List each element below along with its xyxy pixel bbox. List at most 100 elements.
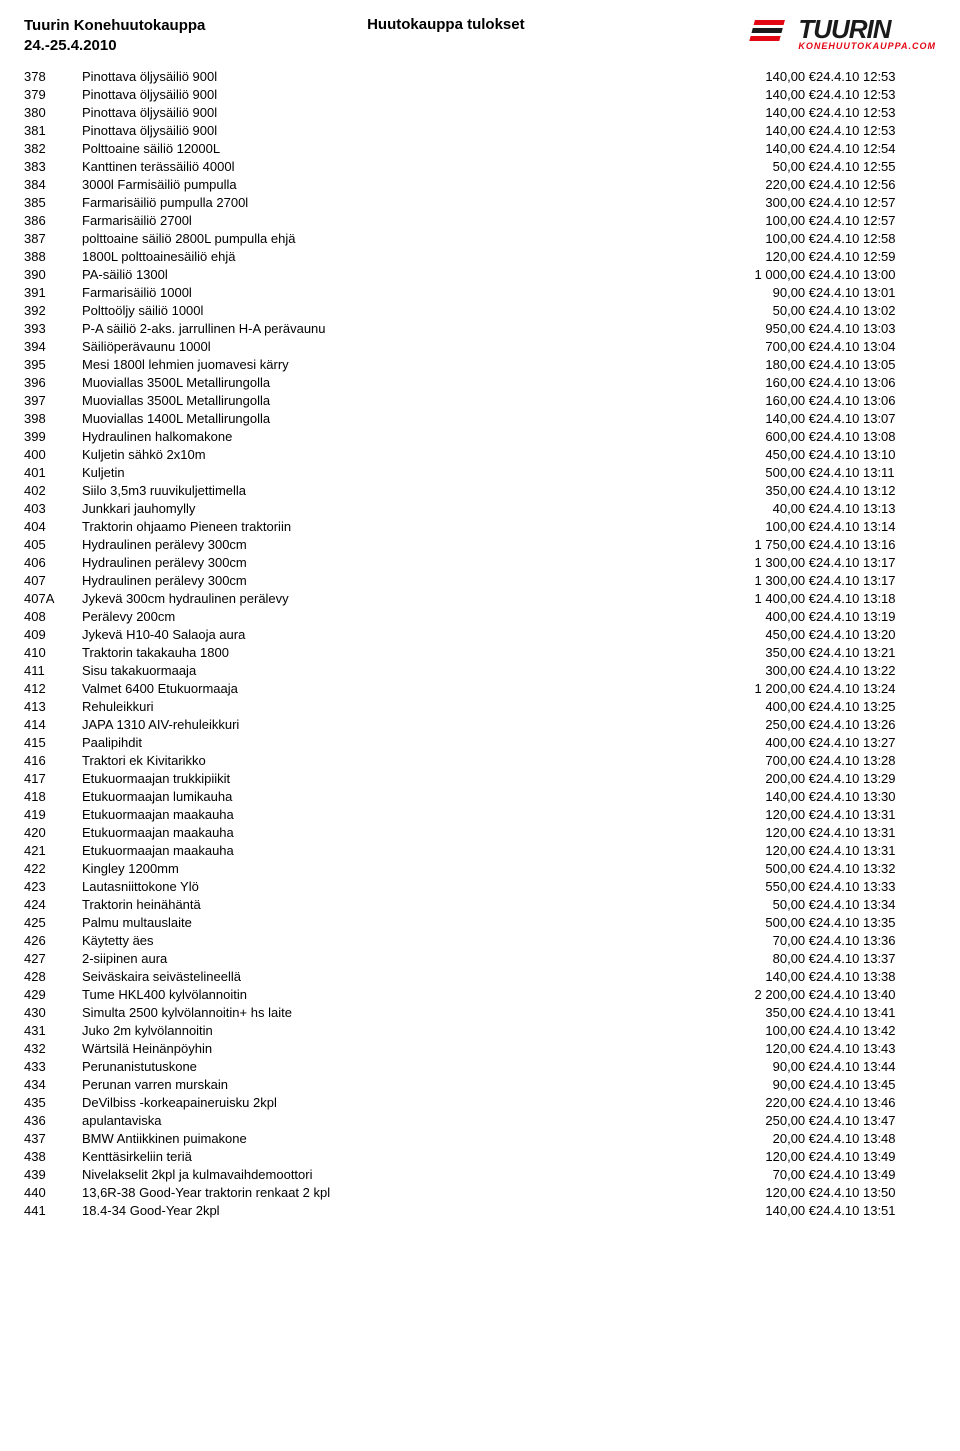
cell-price: 350,00 € bbox=[706, 1003, 816, 1021]
cell-description: Traktorin heinähäntä bbox=[82, 895, 706, 913]
table-row: 414JAPA 1310 AIV-rehuleikkuri250,00 €24.… bbox=[24, 715, 936, 733]
cell-timestamp: 24.4.10 13:08 bbox=[816, 427, 936, 445]
cell-lot-number: 384 bbox=[24, 175, 82, 193]
cell-description: JAPA 1310 AIV-rehuleikkuri bbox=[82, 715, 706, 733]
table-row: 391Farmarisäiliö 1000l90,00 €24.4.10 13:… bbox=[24, 283, 936, 301]
table-row: 410Traktorin takakauha 1800350,00 €24.4.… bbox=[24, 643, 936, 661]
table-row: 409Jykevä H10-40 Salaoja aura450,00 €24.… bbox=[24, 625, 936, 643]
cell-timestamp: 24.4.10 13:25 bbox=[816, 697, 936, 715]
cell-price: 140,00 € bbox=[706, 1201, 816, 1219]
cell-lot-number: 405 bbox=[24, 535, 82, 553]
cell-lot-number: 401 bbox=[24, 463, 82, 481]
cell-lot-number: 381 bbox=[24, 121, 82, 139]
cell-lot-number: 420 bbox=[24, 823, 82, 841]
cell-price: 700,00 € bbox=[706, 751, 816, 769]
cell-lot-number: 430 bbox=[24, 1003, 82, 1021]
table-row: 433Perunanistutuskone90,00 €24.4.10 13:4… bbox=[24, 1057, 936, 1075]
cell-timestamp: 24.4.10 13:31 bbox=[816, 823, 936, 841]
cell-lot-number: 386 bbox=[24, 211, 82, 229]
cell-lot-number: 416 bbox=[24, 751, 82, 769]
table-row: 403Junkkari jauhomylly40,00 €24.4.10 13:… bbox=[24, 499, 936, 517]
cell-description: Säiliöperävaunu 1000l bbox=[82, 337, 706, 355]
cell-price: 400,00 € bbox=[706, 733, 816, 751]
cell-price: 1 750,00 € bbox=[706, 535, 816, 553]
table-row: 407AJykevä 300cm hydraulinen perälevy1 4… bbox=[24, 589, 936, 607]
cell-price: 300,00 € bbox=[706, 193, 816, 211]
cell-timestamp: 24.4.10 13:36 bbox=[816, 931, 936, 949]
cell-price: 100,00 € bbox=[706, 517, 816, 535]
cell-timestamp: 24.4.10 12:53 bbox=[816, 103, 936, 121]
cell-lot-number: 432 bbox=[24, 1039, 82, 1057]
table-row: 429Tume HKL400 kylvölannoitin2 200,00 €2… bbox=[24, 985, 936, 1003]
cell-timestamp: 24.4.10 13:21 bbox=[816, 643, 936, 661]
cell-timestamp: 24.4.10 13:35 bbox=[816, 913, 936, 931]
logo-main-text: TUURIN bbox=[798, 16, 936, 42]
cell-price: 200,00 € bbox=[706, 769, 816, 787]
cell-description: PA-säiliö 1300l bbox=[82, 265, 706, 283]
cell-description: Hydraulinen perälevy 300cm bbox=[82, 535, 706, 553]
cell-lot-number: 380 bbox=[24, 103, 82, 121]
table-row: 44118.4-34 Good-Year 2kpl140,00 €24.4.10… bbox=[24, 1201, 936, 1219]
table-row: 402Siilo 3,5m3 ruuvikuljettimella350,00 … bbox=[24, 481, 936, 499]
logo-sub-text: KONEHUUTOKAUPPA.COM bbox=[798, 42, 936, 51]
cell-description: Palmu multauslaite bbox=[82, 913, 706, 931]
cell-description: BMW Antiikkinen puimakone bbox=[82, 1129, 706, 1147]
table-row: 419Etukuormaajan maakauha120,00 €24.4.10… bbox=[24, 805, 936, 823]
cell-timestamp: 24.4.10 13:31 bbox=[816, 805, 936, 823]
table-row: 387polttoaine säiliö 2800L pumpulla ehjä… bbox=[24, 229, 936, 247]
cell-timestamp: 24.4.10 13:28 bbox=[816, 751, 936, 769]
cell-lot-number: 400 bbox=[24, 445, 82, 463]
cell-timestamp: 24.4.10 12:55 bbox=[816, 157, 936, 175]
cell-price: 140,00 € bbox=[706, 103, 816, 121]
cell-description: Muoviallas 3500L Metallirungolla bbox=[82, 373, 706, 391]
cell-description: Jykevä 300cm hydraulinen perälevy bbox=[82, 589, 706, 607]
table-row: 439Nivelakselit 2kpl ja kulmavaihdemoott… bbox=[24, 1165, 936, 1183]
cell-price: 950,00 € bbox=[706, 319, 816, 337]
cell-price: 90,00 € bbox=[706, 1057, 816, 1075]
cell-timestamp: 24.4.10 12:53 bbox=[816, 121, 936, 139]
cell-lot-number: 423 bbox=[24, 877, 82, 895]
cell-timestamp: 24.4.10 13:12 bbox=[816, 481, 936, 499]
cell-timestamp: 24.4.10 12:58 bbox=[816, 229, 936, 247]
cell-lot-number: 440 bbox=[24, 1183, 82, 1201]
table-row: 401Kuljetin500,00 €24.4.10 13:11 bbox=[24, 463, 936, 481]
cell-timestamp: 24.4.10 13:01 bbox=[816, 283, 936, 301]
cell-price: 400,00 € bbox=[706, 697, 816, 715]
cell-price: 250,00 € bbox=[706, 1111, 816, 1129]
cell-description: Kanttinen terässäiliö 4000l bbox=[82, 157, 706, 175]
cell-description: Perunanistutuskone bbox=[82, 1057, 706, 1075]
cell-price: 120,00 € bbox=[706, 805, 816, 823]
cell-timestamp: 24.4.10 13:03 bbox=[816, 319, 936, 337]
cell-timestamp: 24.4.10 13:22 bbox=[816, 661, 936, 679]
header-title-line2: 24.-25.4.2010 bbox=[24, 36, 205, 56]
cell-description: Sisu takakuormaaja bbox=[82, 661, 706, 679]
cell-lot-number: 408 bbox=[24, 607, 82, 625]
cell-description: Käytetty äes bbox=[82, 931, 706, 949]
cell-price: 500,00 € bbox=[706, 913, 816, 931]
cell-description: Pinottava öljysäiliö 900l bbox=[82, 67, 706, 85]
cell-price: 50,00 € bbox=[706, 301, 816, 319]
cell-description: Etukuormaajan maakauha bbox=[82, 841, 706, 859]
cell-price: 90,00 € bbox=[706, 1075, 816, 1093]
cell-timestamp: 24.4.10 13:07 bbox=[816, 409, 936, 427]
cell-description: 2-siipinen aura bbox=[82, 949, 706, 967]
cell-lot-number: 382 bbox=[24, 139, 82, 157]
table-row: 3843000l Farmisäiliö pumpulla220,00 €24.… bbox=[24, 175, 936, 193]
cell-lot-number: 398 bbox=[24, 409, 82, 427]
cell-lot-number: 378 bbox=[24, 67, 82, 85]
cell-lot-number: 431 bbox=[24, 1021, 82, 1039]
cell-lot-number: 409 bbox=[24, 625, 82, 643]
cell-timestamp: 24.4.10 13:44 bbox=[816, 1057, 936, 1075]
cell-lot-number: 394 bbox=[24, 337, 82, 355]
cell-lot-number: 437 bbox=[24, 1129, 82, 1147]
logo: TUURIN KONEHUUTOKAUPPA.COM bbox=[746, 16, 936, 51]
cell-lot-number: 438 bbox=[24, 1147, 82, 1165]
cell-lot-number: 415 bbox=[24, 733, 82, 751]
cell-timestamp: 24.4.10 13:48 bbox=[816, 1129, 936, 1147]
cell-lot-number: 385 bbox=[24, 193, 82, 211]
cell-price: 100,00 € bbox=[706, 229, 816, 247]
cell-timestamp: 24.4.10 13:33 bbox=[816, 877, 936, 895]
cell-timestamp: 24.4.10 13:24 bbox=[816, 679, 936, 697]
cell-timestamp: 24.4.10 12:54 bbox=[816, 139, 936, 157]
cell-lot-number: 421 bbox=[24, 841, 82, 859]
